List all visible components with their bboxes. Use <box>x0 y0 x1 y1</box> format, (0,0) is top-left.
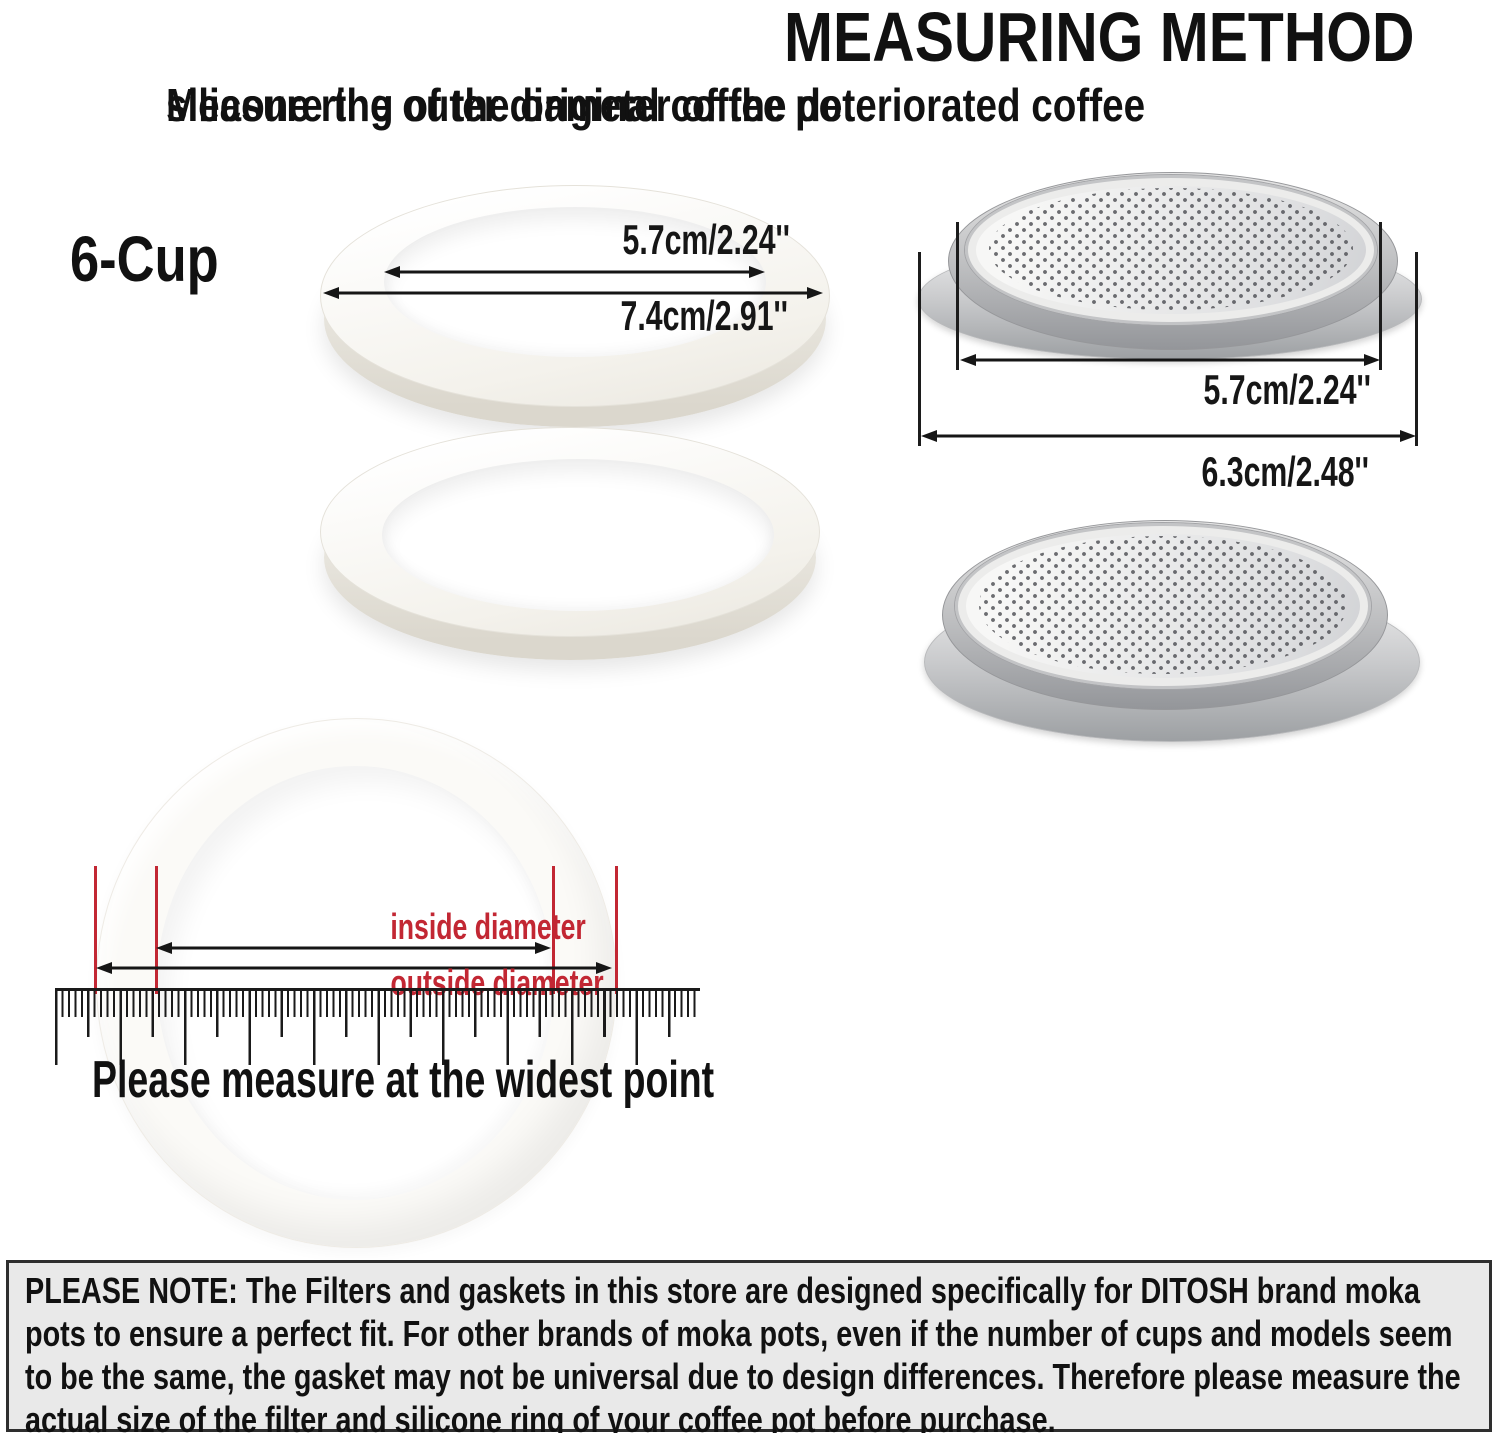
filter-outer-extension-line <box>918 252 921 446</box>
inside-diameter-arrow <box>156 942 551 954</box>
gasket-ring-front-view <box>96 718 617 1248</box>
filter-plate-annotated <box>918 168 1422 368</box>
filter-inner-diameter-arrow <box>960 354 1380 366</box>
gasket-ring-annotated <box>320 185 830 430</box>
filter-outer-diameter-arrow <box>921 430 1416 442</box>
filter-inner-extension-line <box>1379 222 1382 370</box>
note-text: PLEASE NOTE: The Filters and gaskets in … <box>25 1270 1461 1433</box>
filter-inner-extension-line <box>956 222 959 370</box>
inside-edge-marker-line <box>155 866 158 994</box>
outside-diameter-arrow <box>96 962 612 974</box>
gasket-inner-diameter-arrow <box>384 266 765 278</box>
outside-edge-marker-line <box>94 866 97 994</box>
gasket-ring-hole <box>384 207 766 357</box>
note-box: PLEASE NOTE: The Filters and gaskets in … <box>6 1260 1492 1433</box>
inside-edge-marker-line <box>552 866 555 994</box>
filter-plate-plain <box>924 520 1420 745</box>
filter-outer-extension-line <box>1415 252 1418 446</box>
gasket-ring-hole <box>382 459 774 611</box>
gasket-ring-plain <box>320 427 820 662</box>
filter-perforated-face <box>964 174 1378 326</box>
gasket-outer-diameter-arrow <box>323 287 823 299</box>
ruler <box>55 988 700 1068</box>
filter-perforated-face <box>954 522 1372 690</box>
gasket-ring-hole <box>157 766 554 1200</box>
outside-edge-marker-line <box>615 866 618 994</box>
